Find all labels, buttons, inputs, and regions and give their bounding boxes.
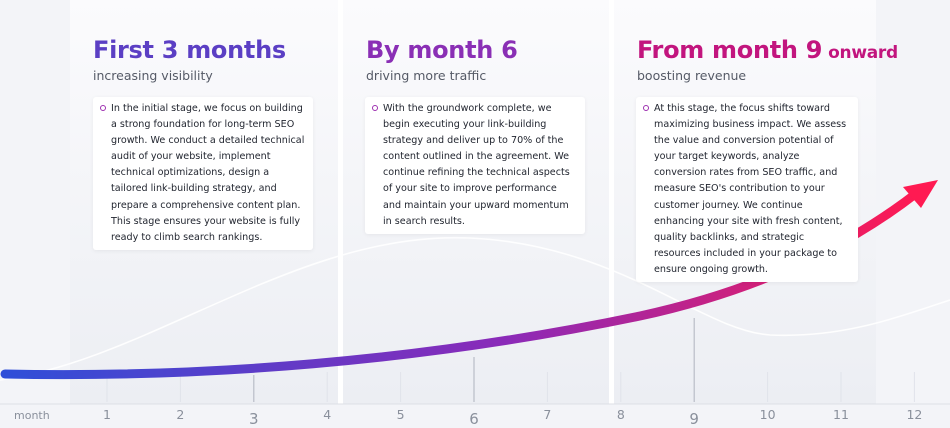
stage-divider bbox=[609, 0, 614, 404]
x-tick-label: 4 bbox=[323, 407, 331, 422]
x-tick-label: 6 bbox=[469, 410, 479, 428]
stage-card-2: With the groundwork complete, we begin e… bbox=[365, 97, 585, 234]
stage-description: In the initial stage, we focus on buildi… bbox=[111, 103, 305, 243]
stage-subtitle-3: boosting revenue bbox=[637, 68, 747, 83]
x-tick-label: 5 bbox=[397, 407, 405, 422]
stage-title-3: From month 9 onward bbox=[637, 36, 898, 64]
x-tick-label: 12 bbox=[906, 407, 922, 422]
x-tick-label: 1 bbox=[103, 407, 111, 422]
x-tick-label: 11 bbox=[833, 407, 849, 422]
x-axis-title: month bbox=[14, 409, 50, 422]
stage-title-suffix: onward bbox=[828, 43, 898, 63]
x-tick-label: 2 bbox=[176, 407, 184, 422]
stage-title-text: From month 9 bbox=[637, 36, 823, 64]
x-tick-label: 8 bbox=[617, 407, 625, 422]
stage-card-1: In the initial stage, we focus on buildi… bbox=[93, 97, 313, 250]
stage-title-text: By month 6 bbox=[366, 36, 518, 64]
bullet-icon bbox=[643, 105, 649, 111]
x-tick-label: 7 bbox=[543, 407, 551, 422]
stage-card-3: At this stage, the focus shifts toward m… bbox=[636, 97, 858, 283]
stage-title-text: First 3 months bbox=[93, 36, 286, 64]
x-tick-label: 10 bbox=[760, 407, 776, 422]
stage-description: With the groundwork complete, we begin e… bbox=[383, 103, 570, 227]
stage-divider bbox=[338, 0, 343, 404]
background-wave bbox=[0, 236, 950, 381]
stage-title-1: First 3 months bbox=[93, 36, 286, 64]
x-tick-label: 3 bbox=[249, 410, 259, 428]
x-tick-label: 9 bbox=[689, 410, 699, 428]
stage-subtitle-1: increasing visibility bbox=[93, 68, 213, 83]
stage-title-2: By month 6 bbox=[366, 36, 518, 64]
bullet-icon bbox=[372, 105, 378, 111]
bullet-icon bbox=[100, 105, 106, 111]
growth-arrowhead bbox=[903, 180, 938, 208]
stage-description: At this stage, the focus shifts toward m… bbox=[654, 103, 847, 275]
stage-subtitle-2: driving more traffic bbox=[366, 68, 487, 83]
